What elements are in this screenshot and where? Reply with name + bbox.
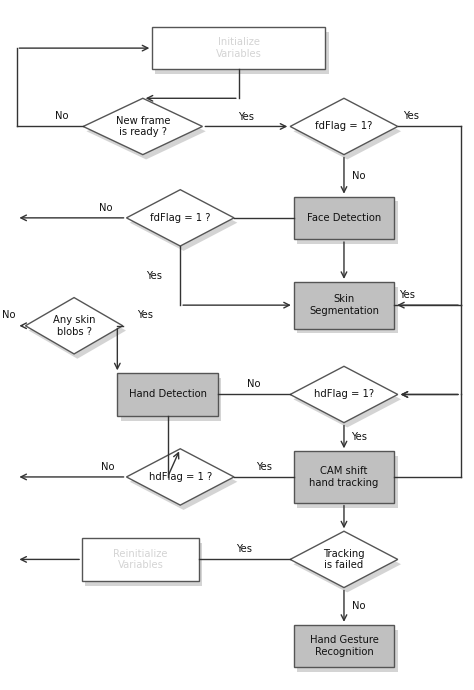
- Text: Yes: Yes: [238, 112, 255, 122]
- Polygon shape: [130, 453, 237, 510]
- Text: Hand Gesture
Recognition: Hand Gesture Recognition: [310, 635, 378, 657]
- Text: Reinitialize
Variables: Reinitialize Variables: [113, 549, 168, 570]
- Text: Yes: Yes: [146, 270, 163, 281]
- Text: Yes: Yes: [256, 462, 272, 472]
- Bar: [297, 629, 398, 672]
- Polygon shape: [290, 366, 398, 423]
- Bar: [294, 451, 394, 503]
- Bar: [120, 378, 221, 421]
- Bar: [152, 27, 325, 70]
- Bar: [82, 538, 199, 581]
- Polygon shape: [83, 98, 202, 155]
- Polygon shape: [130, 195, 237, 251]
- Polygon shape: [127, 190, 234, 246]
- Text: Skin
Segmentation: Skin Segmentation: [309, 295, 379, 316]
- Bar: [155, 32, 328, 75]
- Polygon shape: [86, 103, 206, 159]
- Text: No: No: [55, 111, 69, 121]
- Text: Face Detection: Face Detection: [307, 213, 381, 223]
- Polygon shape: [293, 103, 401, 159]
- Text: Hand Detection: Hand Detection: [128, 389, 207, 400]
- Text: CAM shift
hand tracking: CAM shift hand tracking: [309, 466, 379, 488]
- Text: fdFlag = 1 ?: fdFlag = 1 ?: [150, 213, 210, 223]
- Polygon shape: [26, 297, 123, 354]
- Text: Yes: Yes: [400, 290, 415, 300]
- Text: Yes: Yes: [137, 310, 153, 320]
- Text: Yes: Yes: [237, 544, 253, 554]
- Bar: [297, 201, 398, 244]
- Text: No: No: [247, 380, 261, 389]
- Bar: [118, 373, 218, 416]
- Polygon shape: [293, 371, 401, 428]
- Polygon shape: [29, 302, 126, 359]
- Bar: [85, 543, 202, 586]
- Text: No: No: [352, 601, 365, 611]
- Text: No: No: [352, 170, 365, 181]
- Bar: [294, 197, 394, 239]
- Polygon shape: [127, 448, 234, 505]
- Text: No: No: [99, 203, 112, 213]
- Bar: [297, 456, 398, 508]
- Text: No: No: [2, 310, 16, 320]
- Text: Initialize
Variables: Initialize Variables: [216, 37, 262, 59]
- Bar: [297, 286, 398, 333]
- Text: Yes: Yes: [403, 111, 419, 121]
- Polygon shape: [293, 536, 401, 593]
- Text: hdFlag = 1 ?: hdFlag = 1 ?: [149, 472, 212, 482]
- Text: New frame
is ready ?: New frame is ready ?: [116, 116, 170, 137]
- Bar: [294, 624, 394, 667]
- Text: Yes: Yes: [351, 432, 367, 442]
- Text: hdFlag = 1?: hdFlag = 1?: [314, 389, 374, 400]
- Polygon shape: [290, 531, 398, 588]
- Text: fdFlag = 1?: fdFlag = 1?: [315, 121, 373, 132]
- Polygon shape: [290, 98, 398, 155]
- Text: Tracking
is failed: Tracking is failed: [323, 549, 365, 570]
- Text: No: No: [101, 462, 115, 472]
- Bar: [294, 282, 394, 328]
- Text: Any skin
blobs ?: Any skin blobs ?: [53, 315, 95, 337]
